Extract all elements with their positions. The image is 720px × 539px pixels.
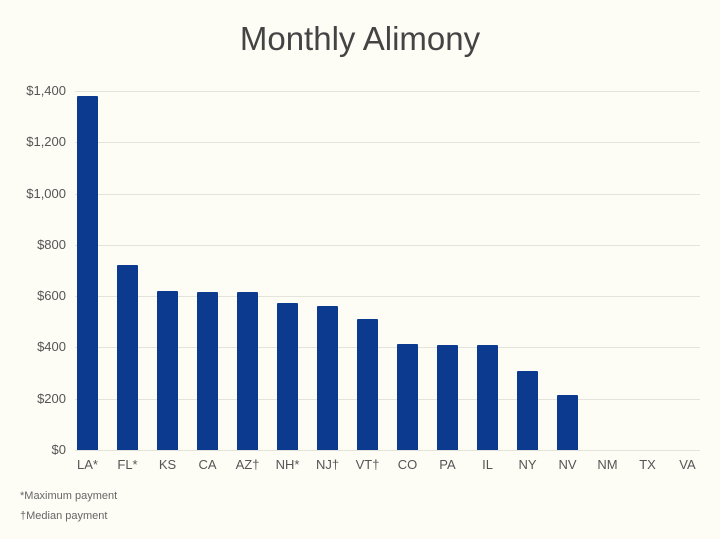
y-tick-label: $1,200 (26, 134, 66, 149)
bar (357, 319, 378, 450)
footnote-median: †Median payment (20, 510, 108, 522)
bar (157, 291, 178, 450)
gridline (75, 347, 700, 348)
bar (237, 292, 258, 450)
gridline (75, 450, 700, 451)
x-tick-label: PA (439, 457, 456, 472)
x-tick-label: FL* (117, 457, 138, 472)
y-tick-label: $200 (37, 391, 66, 406)
bar (397, 344, 418, 450)
x-tick-label: VA (679, 457, 696, 472)
x-tick-label: NY (518, 457, 537, 472)
x-tick-label: NH* (275, 457, 300, 472)
chart-title: Monthly Alimony (239, 20, 481, 57)
bar (117, 265, 138, 450)
x-tick-label: NV (558, 457, 577, 472)
bar (277, 303, 298, 450)
x-tick-label: CA (198, 457, 217, 472)
gridline (75, 245, 700, 246)
bar (77, 96, 98, 450)
y-tick-label: $800 (37, 237, 66, 252)
gridline (75, 296, 700, 297)
x-tick-label: TX (639, 457, 656, 472)
y-tick-label: $600 (37, 288, 66, 303)
bar (557, 395, 578, 450)
x-tick-label: KS (158, 457, 177, 472)
x-tick-label: CO (397, 457, 418, 472)
footnote-maximum: *Maximum payment (20, 490, 118, 502)
bar (317, 306, 338, 450)
y-tick-label: $400 (37, 339, 66, 354)
bar (517, 371, 538, 450)
bar (437, 345, 458, 450)
x-tick-label: VT† (355, 457, 380, 472)
x-tick-label: NJ† (315, 457, 340, 472)
gridline (75, 194, 700, 195)
bar (477, 345, 498, 450)
x-tick-label: NM (597, 457, 618, 472)
y-tick-label: $1,400 (26, 83, 66, 98)
gridline (75, 142, 700, 143)
x-tick-label: AZ† (235, 457, 260, 472)
y-tick-label: $1,000 (26, 186, 66, 201)
x-tick-label: LA* (77, 457, 98, 472)
x-tick-label: IL (482, 457, 493, 472)
bar (197, 292, 218, 450)
gridline (75, 91, 700, 92)
y-tick-label: $0 (51, 442, 66, 457)
gridline (75, 399, 700, 400)
